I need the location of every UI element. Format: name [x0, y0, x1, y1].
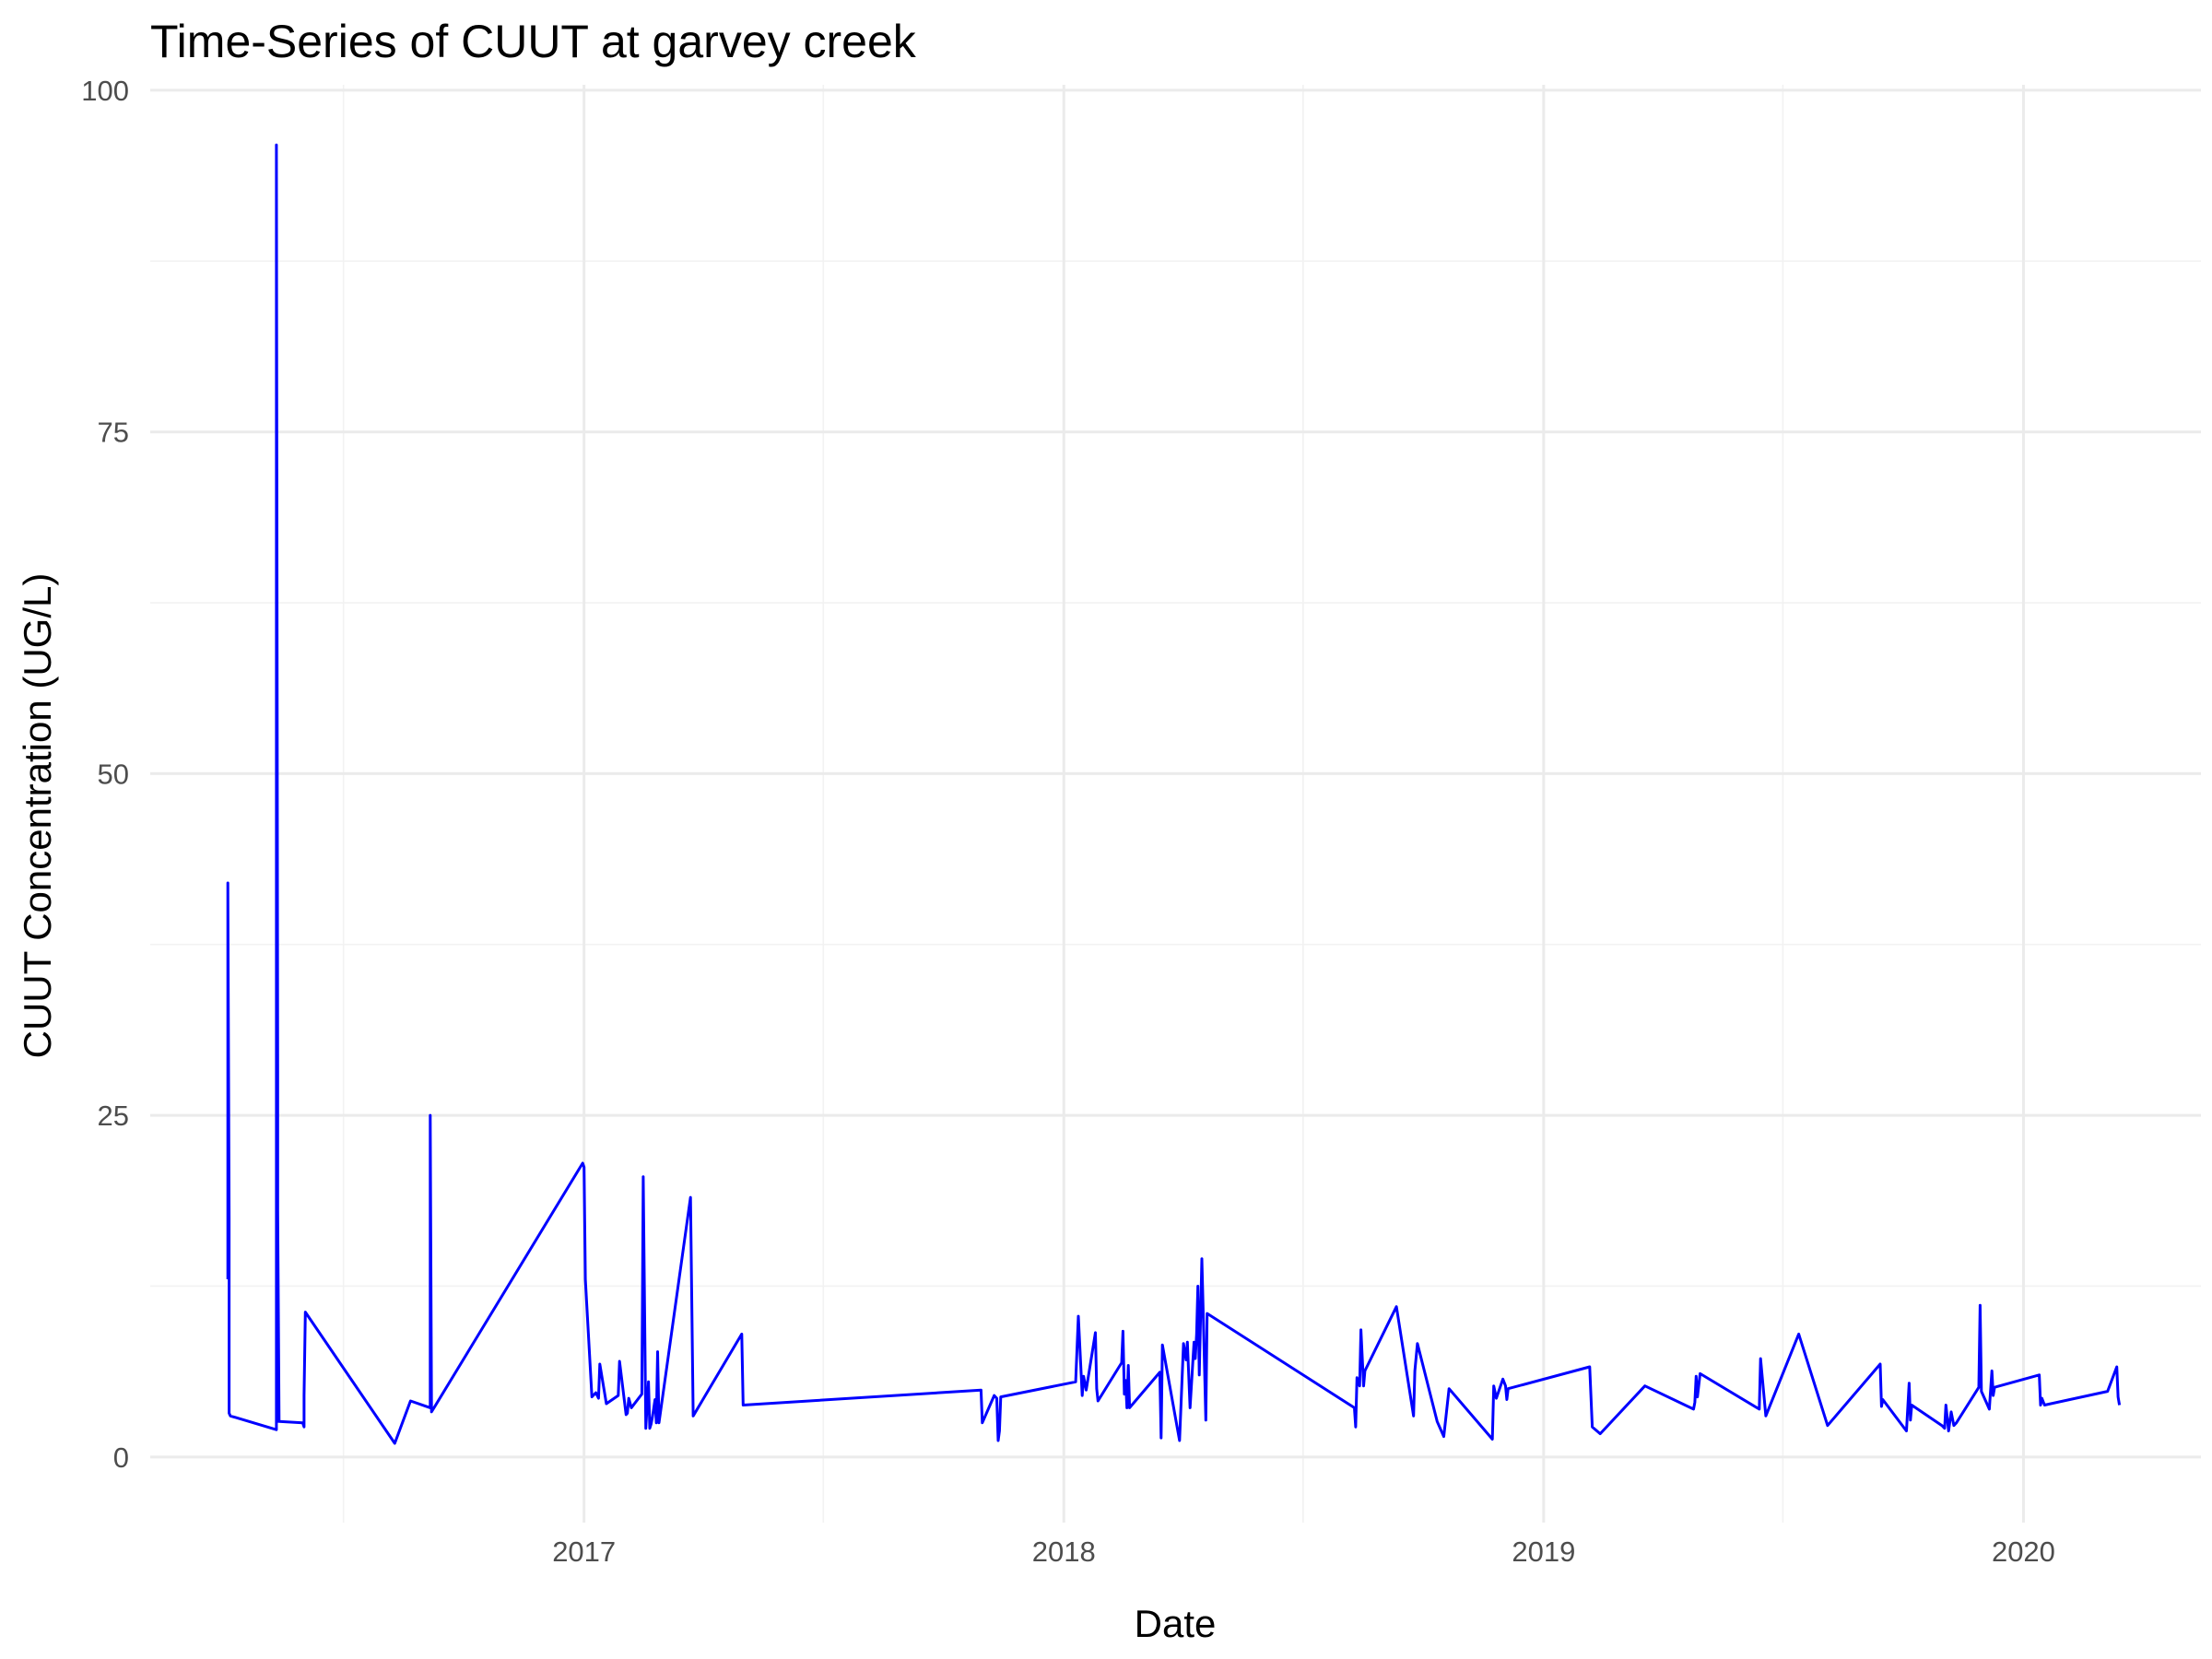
- y-tick-label: 0: [113, 1441, 129, 1474]
- x-tick-label: 2018: [1032, 1535, 1096, 1568]
- y-axis-tick-labels: 0 25 50 75 100: [81, 75, 129, 1474]
- minor-gridlines: [150, 85, 2201, 1523]
- y-axis-title: CUUT Concentration (UG/L): [16, 573, 59, 1059]
- series-line: [226, 143, 2122, 1445]
- y-tick-label: 25: [98, 1100, 129, 1132]
- x-tick-label: 2020: [1992, 1535, 2055, 1568]
- series-layer: [226, 143, 2122, 1445]
- x-axis-title: Date: [1135, 1602, 1217, 1645]
- x-axis-tick-labels: 2017 2018 2019 2020: [552, 1535, 2055, 1568]
- x-tick-label: 2017: [552, 1535, 616, 1568]
- chart-title: Time-Series of CUUT at garvey creek: [150, 16, 917, 67]
- major-gridlines: [150, 85, 2201, 1523]
- x-tick-label: 2019: [1512, 1535, 1575, 1568]
- y-tick-label: 100: [81, 75, 129, 107]
- y-tick-label: 75: [98, 417, 129, 449]
- y-tick-label: 50: [98, 758, 129, 790]
